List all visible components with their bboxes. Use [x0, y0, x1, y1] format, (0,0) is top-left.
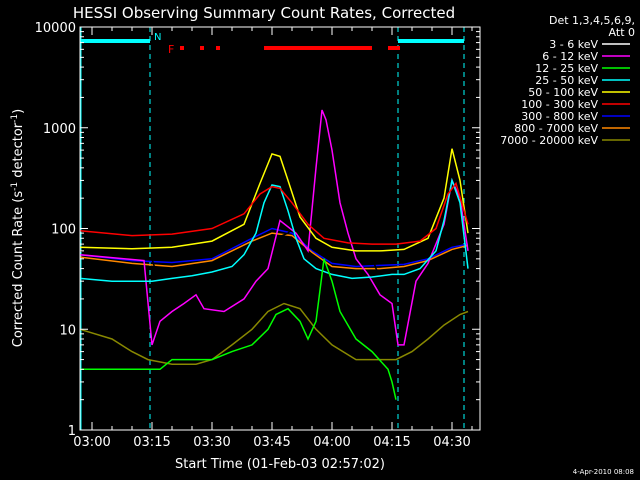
legend-label-5: 100 - 300 keV — [521, 98, 598, 111]
x-axis: 03:00 03:15 03:30 03:45 04:00 04:15 04:30 — [73, 27, 473, 450]
y-axis-label: Corrected Count Rate (s-1 detector-1) — [10, 109, 26, 347]
legend-label-8: 7000 - 20000 keV — [500, 134, 598, 147]
series-line-3 — [79, 177, 469, 282]
y-tick-label-2: 100 — [51, 223, 76, 238]
legend-label-0: 3 - 6 keV — [549, 38, 598, 51]
y-axis: 1 10 100 1000 10000 — [35, 21, 480, 439]
legend-label-3: 25 - 50 keV — [535, 74, 598, 87]
series-line-5 — [79, 181, 469, 245]
x-tick-label-3: 03:45 — [253, 435, 290, 450]
timestamp: 4-Apr-2010 08:08 — [573, 468, 634, 476]
x-tick-label-0: 03:00 — [73, 435, 110, 450]
legend-header-line-2: Att 0 — [609, 26, 635, 39]
night-label: N — [154, 32, 161, 43]
y-tick-label-0: 1 — [68, 424, 76, 439]
x-tick-label-5: 04:15 — [373, 435, 410, 450]
y-axis-label-sup: -1 — [10, 182, 20, 191]
y-axis-label-tail: detector — [11, 122, 26, 182]
series-line-2 — [80, 258, 397, 400]
y-axis-label-sup2: -1 — [10, 114, 20, 123]
x-tick-label-4: 04:00 — [313, 435, 350, 450]
y-axis-label-close: ) — [11, 109, 26, 114]
series-line-6 — [79, 227, 469, 268]
x-tick-label-1: 03:15 — [133, 435, 170, 450]
plot-area: NF 03:00 03:15 03:30 03:45 04:00 04:15 04:30 1… — [35, 21, 481, 450]
chart-title: HESSI Observing Summary Count Rates, Cor… — [73, 4, 455, 22]
y-tick-label-1: 10 — [59, 323, 76, 338]
legend-label-6: 300 - 800 keV — [521, 110, 598, 123]
y-tick-label-4: 10000 — [35, 21, 76, 36]
legend-label-2: 12 - 25 keV — [535, 62, 598, 75]
y-axis-label-main: Corrected Count Rate (s — [11, 191, 26, 348]
x-axis-label: Start Time (01-Feb-03 02:57:02) — [175, 457, 385, 472]
x-tick-label-2: 03:30 — [193, 435, 230, 450]
y-tick-label-3: 1000 — [43, 122, 76, 137]
legend-header-line-1: Det 1,3,4,5,6,9, — [549, 14, 635, 27]
flare-label: F — [168, 43, 174, 56]
series-line-4 — [79, 148, 469, 252]
series-line-7 — [79, 232, 469, 270]
legend-label-7: 800 - 7000 keV — [514, 122, 598, 135]
x-tick-label-6: 04:30 — [433, 435, 470, 450]
legend-label-1: 6 - 12 keV — [542, 50, 598, 63]
series-line-8 — [79, 302, 469, 365]
series-line-1 — [79, 109, 469, 346]
legend-label-4: 50 - 100 keV — [528, 86, 598, 99]
